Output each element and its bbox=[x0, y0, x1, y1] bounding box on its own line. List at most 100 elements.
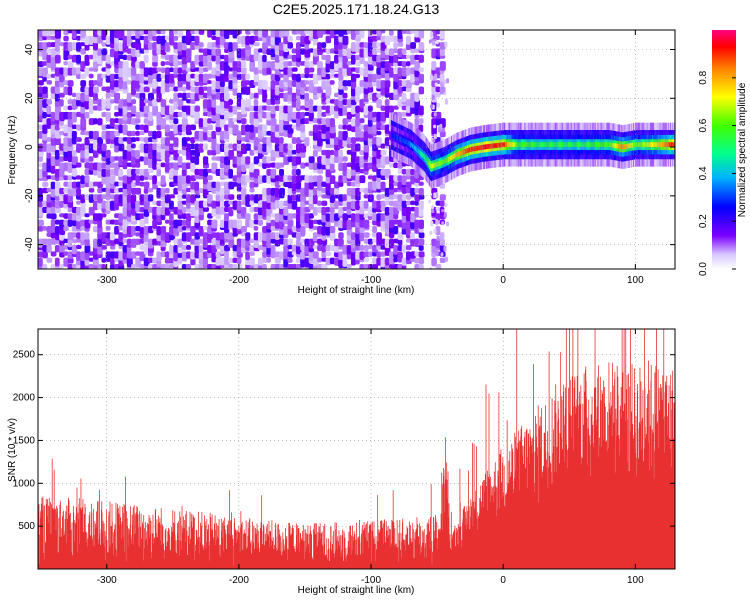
signal-cell bbox=[612, 142, 615, 148]
spectrogram-cell bbox=[346, 244, 352, 255]
spectrogram-cell bbox=[401, 30, 408, 34]
spectrogram-cell bbox=[181, 232, 187, 242]
spectrogram-cell bbox=[202, 143, 209, 151]
spectrogram-cell bbox=[131, 80, 137, 90]
spectrogram-cell bbox=[160, 99, 167, 107]
y-tick-label: 500 bbox=[18, 521, 35, 532]
spectrogram-cell bbox=[135, 232, 141, 237]
spectrogram-cell bbox=[207, 149, 213, 156]
spectrogram-cell bbox=[59, 67, 64, 75]
signal-cell bbox=[547, 142, 549, 148]
spectrogram-cell bbox=[418, 181, 424, 186]
spectrogram-cell bbox=[80, 194, 86, 204]
signal-cell bbox=[482, 144, 485, 150]
spectrogram-cell bbox=[291, 73, 297, 81]
spectrogram-cell bbox=[401, 206, 407, 216]
spectrogram-cell bbox=[228, 200, 234, 205]
spectrogram-cell bbox=[405, 105, 412, 113]
spectrogram-cell bbox=[228, 73, 234, 80]
spectrogram-cell bbox=[376, 181, 382, 190]
spectrogram-cell bbox=[405, 54, 412, 59]
spectrogram-cell bbox=[63, 194, 69, 205]
spectrogram-cell bbox=[443, 212, 447, 219]
spectrogram-cell bbox=[131, 149, 136, 157]
spectrogram-cell bbox=[418, 42, 425, 51]
spectrogram-cell bbox=[308, 99, 314, 106]
spectrogram-cell bbox=[287, 54, 293, 59]
spectrogram-cell bbox=[67, 175, 73, 181]
spectrogram-cell bbox=[224, 30, 230, 39]
spectrogram-cell bbox=[312, 130, 319, 141]
spectrogram-cell bbox=[308, 67, 315, 73]
spectrogram-cell bbox=[232, 181, 238, 187]
spectrogram-cell bbox=[97, 213, 103, 221]
spectrogram-cell bbox=[211, 244, 217, 253]
spectrogram-cell bbox=[300, 35, 305, 45]
spectrogram-cell bbox=[325, 251, 332, 256]
spectrogram-cell bbox=[63, 181, 69, 187]
spectrogram-cell bbox=[63, 225, 69, 232]
spectrogram-cell bbox=[367, 35, 374, 44]
spectrogram-cell bbox=[295, 80, 302, 90]
spectrogram-cell bbox=[50, 73, 57, 78]
spectrogram-cell bbox=[126, 200, 132, 211]
spectrogram-cell bbox=[249, 105, 255, 112]
spectrogram-cell bbox=[359, 264, 365, 269]
spectrogram-cell bbox=[350, 124, 356, 133]
spectrogram-cell bbox=[143, 54, 149, 64]
spectrogram-cell bbox=[54, 257, 60, 267]
spectrogram-cell bbox=[114, 42, 119, 52]
spectrogram-x-ticks: -300 -200 -100 0 100 bbox=[97, 30, 644, 286]
spectrogram-cell bbox=[257, 175, 264, 184]
spectrogram-cell bbox=[46, 137, 53, 142]
spectrogram-cell bbox=[363, 92, 369, 103]
spectrogram-cell bbox=[109, 257, 115, 265]
spectrogram-cell bbox=[190, 143, 195, 150]
spectrogram-cell bbox=[287, 61, 293, 67]
spectrogram-cell bbox=[435, 264, 442, 269]
spectrogram-cell bbox=[80, 118, 87, 128]
spectrogram-cell bbox=[219, 238, 225, 246]
spectrogram-cell bbox=[325, 244, 331, 252]
spectrogram-cell bbox=[50, 213, 57, 220]
signal-cell bbox=[577, 142, 580, 148]
signal-cell bbox=[639, 142, 641, 148]
spectrogram-cell bbox=[139, 238, 145, 244]
spectrogram-cell bbox=[173, 111, 179, 118]
spectrogram-cell bbox=[312, 225, 319, 231]
spectrogram-cell bbox=[152, 238, 158, 246]
spectrogram-cell bbox=[240, 73, 247, 81]
spectrogram-cell bbox=[80, 175, 85, 185]
spectrogram-cell bbox=[50, 48, 56, 58]
spectrogram-cell bbox=[287, 149, 294, 157]
spectrogram-cell bbox=[363, 105, 369, 116]
spectrogram-cell bbox=[397, 92, 403, 97]
spectrogram-cell bbox=[54, 80, 60, 88]
spectrogram-cell bbox=[224, 86, 229, 96]
spectrogram-cell bbox=[329, 257, 336, 265]
spectrogram-cell bbox=[350, 194, 357, 200]
signal-cell bbox=[483, 144, 486, 150]
colorbar: 0.00.20.40.60.8 Normalized spectral ampl… bbox=[698, 30, 748, 276]
spectrogram-cell bbox=[287, 238, 293, 245]
y-tick-label: 40 bbox=[24, 44, 35, 56]
spectrogram-cell bbox=[177, 86, 183, 91]
signal-cell bbox=[510, 142, 512, 148]
spectrogram-cell bbox=[405, 251, 411, 261]
spectrogram-cell bbox=[393, 238, 399, 244]
spectrogram-cell bbox=[92, 181, 99, 187]
spectrogram-cell bbox=[71, 187, 77, 197]
spectrogram-cell bbox=[59, 219, 65, 229]
spectrogram-cell bbox=[54, 225, 60, 236]
spectrogram-cell bbox=[42, 225, 47, 231]
spectrogram-cell bbox=[143, 187, 149, 194]
spectrogram-cell bbox=[410, 54, 416, 65]
spectrogram-cell bbox=[338, 80, 343, 90]
spectrogram-cell bbox=[126, 194, 132, 203]
spectrogram-cell bbox=[266, 187, 272, 196]
spectrogram-cell bbox=[198, 238, 205, 244]
spectrogram-cell bbox=[59, 162, 65, 171]
spectrogram-cell bbox=[42, 61, 48, 66]
spectrogram-cell bbox=[219, 73, 226, 82]
spectrogram-cell bbox=[59, 99, 64, 107]
